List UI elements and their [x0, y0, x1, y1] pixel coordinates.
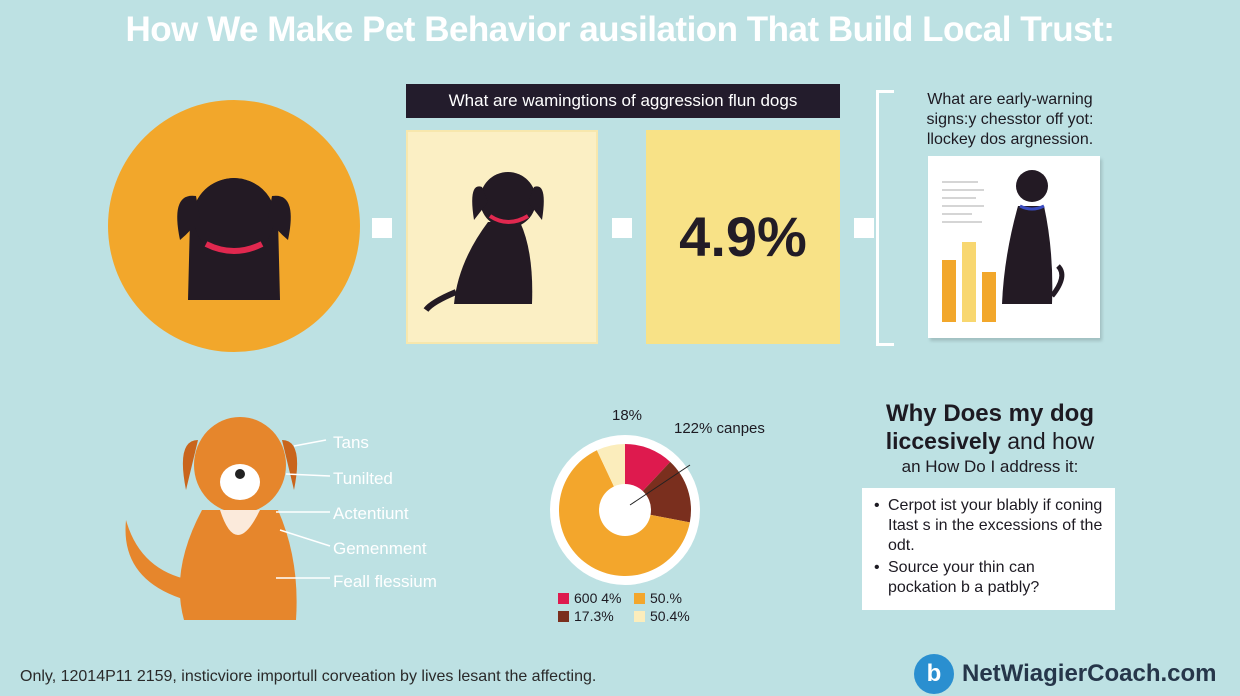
orange-dog — [110, 410, 310, 635]
legend-item: 600 4% — [558, 590, 634, 606]
dog-label: Tans — [333, 433, 369, 452]
pie-annotation: 18% — [612, 407, 643, 424]
legend-swatch — [634, 610, 645, 622]
donut-hole — [599, 484, 651, 536]
legend-swatch — [634, 592, 645, 604]
pie-annotation: 122% canpes — [674, 420, 765, 437]
right-question: What are early-warning signs:y chesstor … — [900, 90, 1120, 150]
dog-circle — [108, 100, 360, 352]
brand-logo-icon: b — [914, 654, 954, 694]
question-line: signs:y chesstor off yot: — [926, 111, 1094, 128]
why-line: an How Do I address it: — [901, 457, 1079, 476]
why-line: Why Does my dog — [885, 400, 1095, 427]
brand[interactable]: b NetWiagierCoach.com — [914, 654, 1217, 694]
why-line: and how — [1000, 428, 1095, 454]
report-illustration — [942, 170, 1065, 322]
tips-box: Cerpot ist your blably if coning Itast s… — [862, 488, 1115, 610]
legend-item: 50.4% — [634, 608, 714, 624]
dog-label: Actentiunt — [333, 504, 409, 523]
connector — [854, 218, 874, 238]
stat-value: 4.9% — [646, 130, 840, 344]
why-heading: Why Does my dog liccesively and how an H… — [860, 400, 1120, 477]
tip-item: Cerpot ist your blably if coning Itast s… — [874, 496, 1105, 556]
footer-text: Only, 12014Р11 2159, insticviore importu… — [20, 668, 597, 685]
dog-label: Feall flessium — [333, 572, 437, 591]
legend-label: 50.4% — [650, 608, 690, 624]
section-banner: What are wamingtions of aggression flun … — [406, 84, 840, 118]
tip-item: Source your thin can pockation b a patbl… — [874, 558, 1105, 598]
sitting-dog-icon — [423, 172, 544, 312]
why-line: liccesively — [885, 428, 1001, 454]
question-line: What are early-warning — [927, 91, 1093, 108]
orange-dog-icon — [125, 417, 298, 620]
legend-item: 50.% — [634, 590, 714, 606]
legend-label: 600 4% — [574, 590, 622, 606]
question-line: llockey dos argnession. — [926, 131, 1094, 148]
dog-label: Tunilted — [333, 469, 393, 488]
brand-name[interactable]: NetWiagierCoach.com — [962, 660, 1217, 687]
dog-panel — [406, 130, 598, 344]
bracket — [876, 90, 894, 346]
page-title: How We Make Pet Behavior ausilation That… — [125, 10, 1115, 49]
chart-legend: 600 4% 50.% 17.3% 50.4% — [558, 590, 714, 624]
dog-label: Gemenment — [333, 539, 427, 558]
legend-label: 50.% — [650, 590, 682, 606]
legend-swatch — [558, 592, 569, 604]
connector — [372, 218, 392, 238]
dog-face-icon — [177, 178, 291, 300]
legend-item: 17.3% — [558, 608, 634, 624]
connector — [612, 218, 632, 238]
legend-swatch — [558, 610, 569, 622]
legend-label: 17.3% — [574, 608, 614, 624]
donut-chart — [550, 435, 700, 585]
label-leaders — [276, 439, 331, 579]
annotation-leader — [629, 464, 691, 506]
report-document — [928, 156, 1100, 338]
